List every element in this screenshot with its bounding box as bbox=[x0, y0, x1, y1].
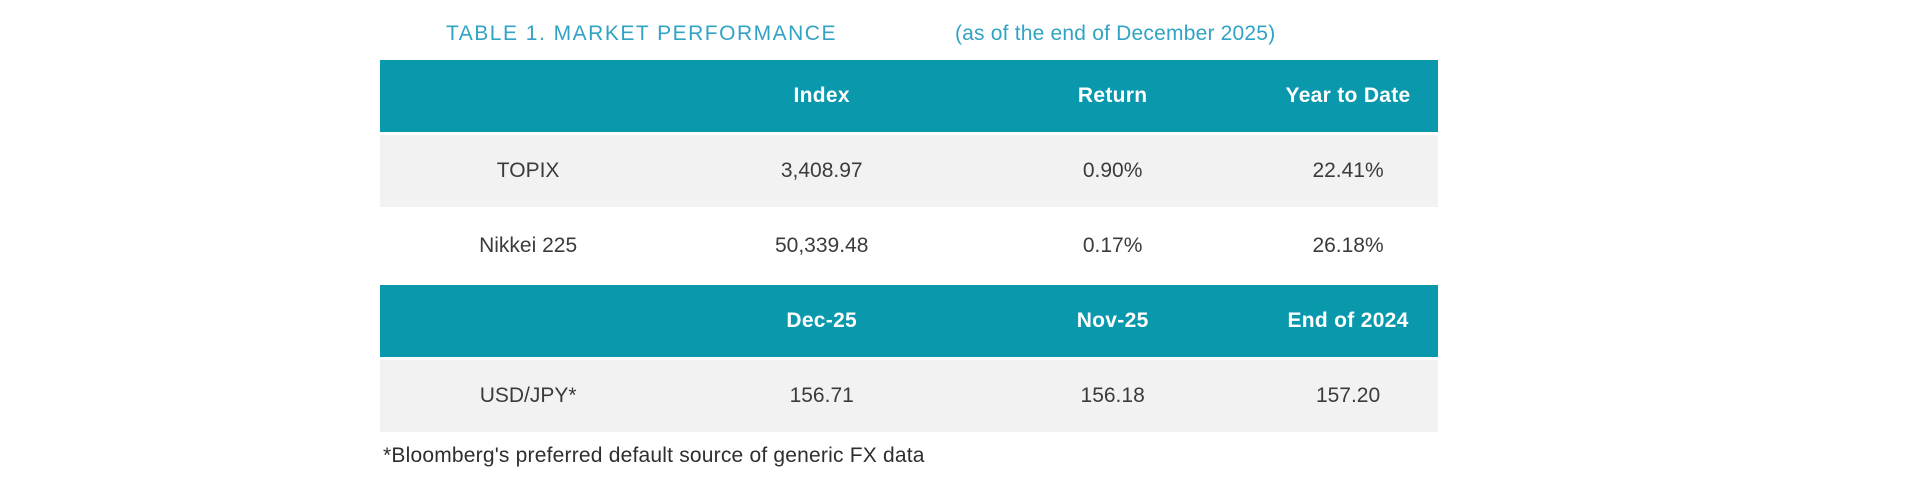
market-performance-table: Index Return Year to Date TOPIX 3,408.97… bbox=[380, 57, 1438, 435]
table-row-usdjpy: USD/JPY* 156.71 156.18 157.20 bbox=[380, 360, 1438, 432]
cell-nikkei-ytd: 26.18% bbox=[1258, 210, 1438, 282]
cell-topix-ytd: 22.41% bbox=[1258, 135, 1438, 207]
cell-nikkei-return: 0.17% bbox=[967, 210, 1259, 282]
header-cell-blank-2 bbox=[380, 285, 677, 357]
cell-topix-index: 3,408.97 bbox=[676, 135, 968, 207]
table-row-nikkei-225: Nikkei 225 50,339.48 0.17% 26.18% bbox=[380, 210, 1438, 282]
header-cell-blank-1 bbox=[380, 60, 677, 132]
header-cell-dec-25: Dec-25 bbox=[676, 285, 968, 357]
cell-usdjpy-end-2024: 157.20 bbox=[1258, 360, 1438, 432]
market-performance-section: TABLE 1. MARKET PERFORMANCE (as of the e… bbox=[380, 22, 1438, 468]
cell-usdjpy-dec-25: 156.71 bbox=[676, 360, 968, 432]
row-label-nikkei-225: Nikkei 225 bbox=[380, 210, 677, 282]
row-label-usdjpy: USD/JPY* bbox=[380, 360, 677, 432]
header-row-index-return: Index Return Year to Date bbox=[380, 60, 1438, 132]
header-cell-year-to-date: Year to Date bbox=[1258, 60, 1438, 132]
row-label-topix: TOPIX bbox=[380, 135, 677, 207]
header-cell-return: Return bbox=[967, 60, 1259, 132]
cell-usdjpy-nov-25: 156.18 bbox=[967, 360, 1259, 432]
cell-topix-return: 0.90% bbox=[967, 135, 1259, 207]
cell-nikkei-index: 50,339.48 bbox=[676, 210, 968, 282]
footnote-bloomberg-fx-source: *Bloomberg's preferred default source of… bbox=[383, 444, 925, 467]
table-title: TABLE 1. MARKET PERFORMANCE (as of the e… bbox=[380, 22, 1438, 46]
table-title-main: TABLE 1. MARKET PERFORMANCE bbox=[446, 22, 837, 45]
table-title-asof: (as of the end of December 2025) bbox=[954, 22, 1276, 45]
header-cell-nov-25: Nov-25 bbox=[967, 285, 1259, 357]
table-row-topix: TOPIX 3,408.97 0.90% 22.41% bbox=[380, 135, 1438, 207]
header-row-fx-periods: Dec-25 Nov-25 End of 2024 bbox=[380, 285, 1438, 357]
header-cell-index: Index bbox=[676, 60, 968, 132]
header-cell-end-of-2024: End of 2024 bbox=[1258, 285, 1438, 357]
